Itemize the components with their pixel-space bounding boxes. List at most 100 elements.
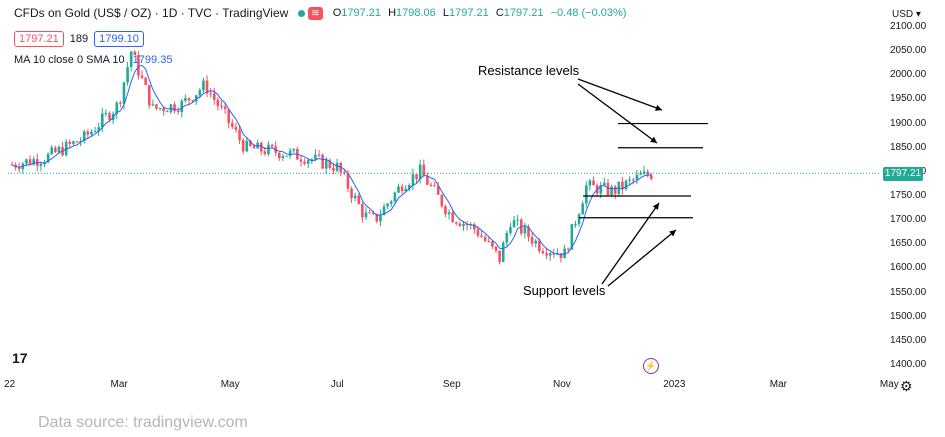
annotation-arrow <box>607 229 677 287</box>
candle-body <box>249 140 252 146</box>
candle-body <box>176 111 180 113</box>
candle-body <box>639 173 642 175</box>
candle-body <box>628 179 631 181</box>
candle-body <box>408 185 411 189</box>
candle-body <box>570 224 574 250</box>
candle-body <box>158 108 162 110</box>
current-price-tag: 1797.21 <box>883 167 923 181</box>
candle-body <box>82 131 86 142</box>
candle-body <box>39 164 43 166</box>
arrow-head <box>650 136 657 143</box>
candle-body <box>281 156 285 159</box>
candle-body <box>487 240 491 242</box>
candle-body <box>209 93 212 95</box>
candle-body <box>577 214 581 225</box>
candle-body <box>375 213 379 222</box>
sell-button[interactable]: 1797.21 <box>14 31 64 47</box>
tradingview-logo-icon[interactable]: 17 <box>12 350 28 366</box>
candle-body <box>245 140 249 152</box>
price-tick-label: 2000.00 <box>890 69 927 81</box>
candle-body <box>220 106 223 108</box>
candle-body <box>415 174 418 180</box>
candle-body <box>599 185 603 194</box>
candle-body <box>603 182 606 186</box>
buy-button[interactable]: 1799.10 <box>94 31 144 47</box>
candle-body <box>404 188 408 192</box>
candle-body <box>538 240 541 252</box>
candle-body <box>169 104 173 112</box>
candle-body <box>119 102 122 104</box>
symbol-title[interactable]: CFDs on Gold (US$ / OZ) · 1D · TVC · Tra… <box>14 6 289 20</box>
candle-body <box>610 186 613 195</box>
candle-body <box>581 203 584 215</box>
candle-body <box>50 147 54 154</box>
time-tick-label: 22 <box>4 379 16 390</box>
candle-body <box>462 223 465 227</box>
candle-body <box>350 188 353 199</box>
spread-value: 189 <box>69 33 89 45</box>
candle-body <box>86 131 90 135</box>
candle-body <box>368 212 371 214</box>
candle-body <box>93 131 97 133</box>
candle-body <box>397 186 400 193</box>
candle-body <box>90 131 93 135</box>
price-tick-label: 2100.00 <box>890 21 927 32</box>
lightning-icon[interactable]: ⚡ <box>643 358 659 374</box>
market-status-badge[interactable]: ≋ <box>298 6 323 20</box>
candle-body <box>339 162 342 173</box>
candle-body <box>17 167 21 170</box>
high-value: 1798.06 <box>396 7 436 19</box>
candle-body <box>476 229 480 236</box>
candle-body <box>97 127 100 132</box>
time-tick-label: 2023 <box>663 379 686 390</box>
candle-body <box>310 159 314 161</box>
candle-body <box>303 161 306 164</box>
moving-average-line <box>11 64 652 256</box>
candle-body <box>361 204 364 218</box>
time-tick-label: Jul <box>330 379 344 390</box>
candle-body <box>267 144 270 155</box>
candle-body <box>621 181 624 190</box>
candle-body <box>624 180 628 190</box>
candle-body <box>28 159 32 165</box>
candle-body <box>516 219 519 221</box>
price-tick-label: 1400.00 <box>890 359 927 370</box>
open-label: O <box>332 7 342 19</box>
candle-body <box>270 144 274 147</box>
currency-label: USD <box>892 9 914 20</box>
chart-header: CFDs on Gold (US$ / OZ) · 1D · TVC · Tra… <box>14 6 630 20</box>
candle-body <box>317 154 321 156</box>
candle-body <box>389 201 393 204</box>
candle-body <box>527 226 530 238</box>
price-tick-label: 1650.00 <box>890 238 927 250</box>
candle-body <box>451 212 454 223</box>
candle-body <box>306 160 310 164</box>
candle-body <box>104 113 108 115</box>
candle-body <box>592 180 595 186</box>
change-value: −0.48 (−0.03%) <box>550 7 627 19</box>
time-tick-label: Mar <box>769 379 787 390</box>
candle-body <box>574 224 577 226</box>
candle-body <box>613 186 617 194</box>
candle-body <box>194 95 198 102</box>
market-open-icon <box>298 9 306 17</box>
indicator-legend[interactable]: MA 10 close 0 SMA 10 1799.35 <box>14 54 172 66</box>
candle-body <box>491 241 494 247</box>
candle-body <box>324 160 328 169</box>
candle-body <box>588 180 592 186</box>
candle-body <box>379 215 382 222</box>
price-tick-label: 1450.00 <box>890 334 927 346</box>
indicator-label: MA 10 close 0 SMA 10 <box>14 54 125 66</box>
candle-body <box>480 235 483 238</box>
gear-icon[interactable]: ⚙ <box>900 378 913 394</box>
price-tick-label: 1600.00 <box>890 262 927 274</box>
ohlc-values: O1797.21 H1798.06 L1797.21 C1797.21 −0.4… <box>333 7 631 19</box>
candle-body <box>144 77 147 85</box>
currency-selector[interactable]: USD ▾ <box>892 9 921 20</box>
candle-body <box>46 153 50 163</box>
candle-body <box>523 226 527 234</box>
candle-body <box>133 51 137 56</box>
candle-body <box>155 104 158 109</box>
candle-body <box>147 84 151 106</box>
